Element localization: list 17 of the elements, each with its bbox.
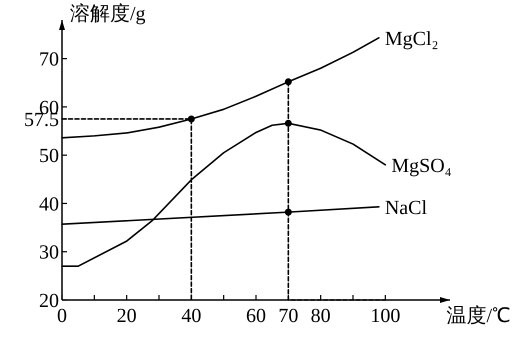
y-tick-label: 40 <box>39 193 59 216</box>
x-tick-label: 20 <box>116 305 137 327</box>
series-label: MgSO₄ <box>391 154 452 177</box>
x-tick-label: 40 <box>181 305 202 327</box>
y-tick-label: 30 <box>39 242 59 264</box>
y-axis-title: 溶解度/g <box>70 3 146 25</box>
x-tick-label: 0 <box>57 305 67 327</box>
series-label: NaCl <box>384 196 428 219</box>
series-label: MgCl₂ <box>384 28 439 50</box>
x-tick-label: 100 <box>370 305 400 327</box>
x-tick-label: 80 <box>310 305 331 327</box>
y-tick-label: 20 <box>39 290 59 312</box>
x-axis-title: 温度/℃ <box>446 305 510 327</box>
y-tick-label: 70 <box>39 48 59 71</box>
x-tick-label: 70 <box>278 305 298 327</box>
y-tick-label: 50 <box>39 145 59 168</box>
x-tick-label: 60 <box>246 305 266 327</box>
